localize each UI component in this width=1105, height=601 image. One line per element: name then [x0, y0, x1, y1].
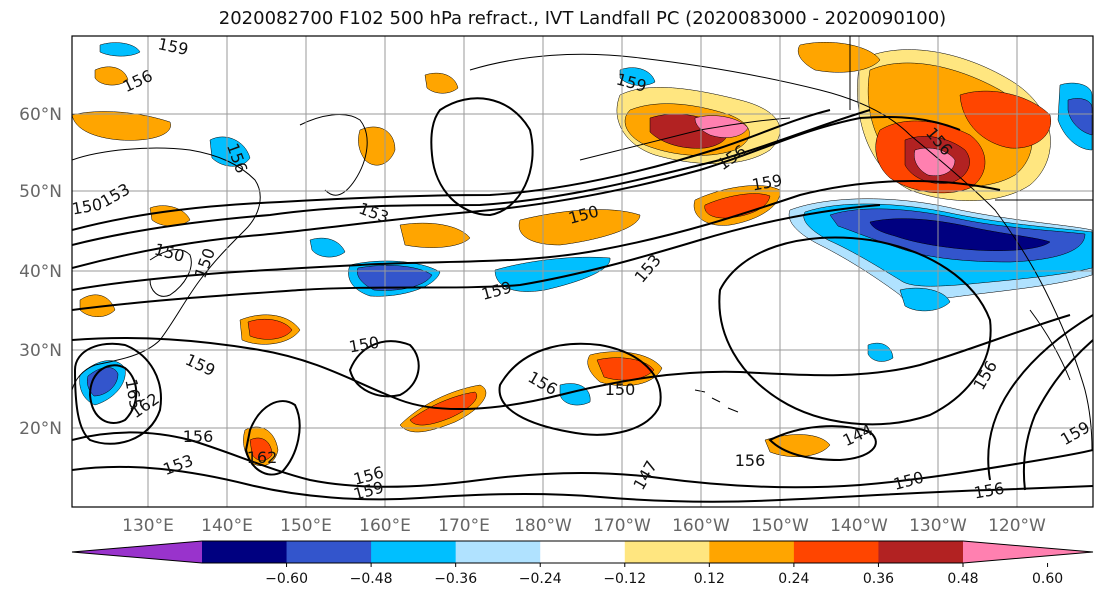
positive-patch — [518, 209, 641, 246]
colorbar-segment — [878, 541, 964, 563]
negative-patch — [867, 342, 894, 362]
positive-patch — [247, 319, 293, 340]
colorbar-segment — [286, 541, 372, 563]
contour-line — [73, 342, 162, 445]
colorbar-label: 0.24 — [778, 571, 809, 587]
contour-line — [768, 425, 877, 462]
longitude-label: 140°E — [201, 516, 253, 536]
negative-patch — [1067, 98, 1093, 136]
contour-line — [244, 400, 301, 476]
colorbar-segment — [202, 541, 288, 563]
longitude-label: 140°W — [830, 516, 888, 536]
contour-line — [718, 236, 992, 426]
contour-line — [72, 115, 961, 269]
latitude-label: 50°N — [19, 182, 62, 202]
contour-label: 156 — [735, 451, 766, 470]
colorbar-segment — [709, 541, 795, 563]
colorbar-segment — [624, 541, 710, 563]
contour-label: 162 — [247, 448, 278, 467]
colorbar-segment — [540, 541, 626, 563]
longitude-label: 160°E — [359, 516, 411, 536]
latitude-labels: 60°N 50°N 40°N 30°N 20°N — [19, 105, 62, 439]
positive-patch — [797, 42, 881, 73]
colorbar-label: −0.12 — [603, 571, 646, 587]
height-contours — [72, 97, 1093, 503]
contour-line — [72, 179, 1001, 291]
negative-patch — [619, 67, 656, 86]
contour-line — [430, 97, 534, 217]
colorbar-label: −0.24 — [519, 571, 562, 587]
coastline-namerica — [909, 134, 1093, 451]
longitude-label: 180°W — [514, 516, 572, 536]
contour-label: 159 — [156, 34, 190, 59]
longitude-label: 160°W — [672, 516, 730, 536]
contour-line — [72, 109, 831, 231]
negative-patch — [309, 237, 346, 258]
colorbar-outline — [71, 540, 1094, 564]
coastline-alaska — [469, 53, 911, 136]
colorbar-segment — [371, 541, 457, 563]
latitude-label: 30°N — [19, 341, 62, 361]
colorbar-segment — [455, 541, 541, 563]
longitude-label: 150°W — [751, 516, 809, 536]
contour-line — [72, 314, 1071, 411]
map-title: 2020082700 F102 500 hPa refract., IVT La… — [218, 8, 947, 29]
coastline-kamchatka — [299, 114, 368, 196]
longitude-label: 150°E — [280, 516, 332, 536]
negative-patch — [209, 136, 251, 167]
colorbar-extend-low — [72, 541, 202, 563]
contour-line — [72, 465, 1093, 503]
colorbar-label: 0.12 — [694, 571, 725, 587]
positive-patch — [764, 434, 831, 457]
contour-label: 156 — [183, 427, 214, 446]
longitude-label: 130°W — [909, 516, 967, 536]
contour-line — [72, 204, 881, 311]
colorbar: −0.60 −0.48 −0.36 −0.24 −0.12 0.12 0.24 0.36 0.4… — [71, 540, 1094, 587]
longitude-labels: 130°E 140°E 150°E 160°E 170°E 180°W 170°W 160°W… — [122, 516, 1046, 536]
colorbar-label: −0.48 — [350, 571, 393, 587]
positive-patch — [399, 222, 471, 248]
longitude-label: 170°E — [438, 516, 490, 536]
positive-patch — [79, 294, 116, 317]
positive-patch — [358, 126, 396, 166]
contour-line — [88, 364, 138, 424]
negative-patch — [869, 218, 1051, 251]
contour-line — [72, 109, 871, 246]
longitude-label: 170°W — [593, 516, 651, 536]
positive-patch — [596, 357, 655, 381]
longitude-label: 120°W — [988, 516, 1046, 536]
colorbar-label: −0.60 — [265, 571, 308, 587]
positive-patch — [94, 66, 129, 86]
contour-line — [72, 431, 1093, 489]
colorbar-label: −0.36 — [434, 571, 477, 587]
latitude-label: 60°N — [19, 105, 62, 125]
negative-patch — [99, 42, 141, 57]
longitude-label: 130°E — [122, 516, 174, 536]
anomaly-shading — [72, 42, 1093, 466]
latitude-label: 20°N — [19, 419, 62, 439]
positive-patch — [959, 90, 1052, 149]
political-boundaries — [849, 36, 1093, 201]
positive-patch — [249, 437, 273, 461]
contour-line — [1022, 339, 1093, 491]
coastline-aleutians — [579, 117, 791, 161]
colorbar-label: 0.48 — [947, 571, 978, 587]
latitude-label: 40°N — [19, 262, 62, 282]
contour-line — [348, 340, 420, 398]
coastline-hawaii — [694, 389, 739, 413]
contour-line — [498, 342, 662, 436]
colorbar-label: 0.36 — [863, 571, 894, 587]
contour-label: 150 — [605, 380, 636, 399]
colorbar-segment — [793, 541, 879, 563]
positive-patch — [72, 111, 171, 141]
contour-line — [987, 314, 1093, 481]
negative-patch — [494, 256, 611, 292]
colorbar-extend-high — [963, 541, 1093, 563]
positive-patch — [424, 72, 459, 94]
colorbar-label: 0.60 — [1032, 571, 1063, 587]
map-border — [71, 35, 1094, 508]
